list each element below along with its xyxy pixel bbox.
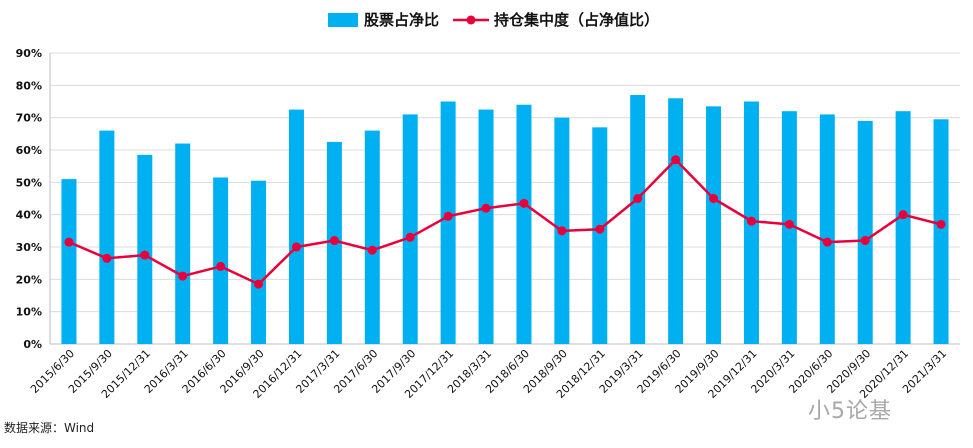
line-point <box>254 279 264 289</box>
line-point <box>557 226 567 236</box>
line-point <box>595 224 605 234</box>
line-point <box>709 194 719 203</box>
bar-series <box>61 95 949 345</box>
line-point <box>822 237 832 247</box>
y-tick-label: 50% <box>16 176 42 189</box>
data-source: 数据来源：Wind <box>4 421 95 435</box>
bar <box>706 106 722 344</box>
y-tick-label: 30% <box>16 241 42 254</box>
series-line <box>68 158 942 286</box>
y-tick-label: 80% <box>16 79 42 92</box>
bar <box>61 179 77 344</box>
bar <box>592 127 608 344</box>
line-point <box>178 271 188 281</box>
line-point <box>936 219 946 229</box>
line-point <box>898 210 908 220</box>
y-axis: 0% 10% 20% 30% 40% 50% 60% 70% 80% 90% <box>16 47 51 351</box>
line-point <box>633 194 643 203</box>
bar <box>478 109 494 344</box>
legend-label-bar: 股票占净比 <box>364 11 439 29</box>
legend-swatch-marker <box>466 15 476 25</box>
bar <box>516 104 532 344</box>
bar <box>819 114 835 344</box>
bar <box>137 154 153 344</box>
watermark: 小5论基 <box>808 399 892 424</box>
gridlines <box>50 52 960 345</box>
line-point <box>519 198 529 208</box>
bar <box>440 101 456 344</box>
bar <box>402 114 418 344</box>
bar <box>288 109 304 344</box>
line-point <box>367 245 377 255</box>
y-tick-label: 0% <box>23 338 42 351</box>
line-point <box>443 211 453 221</box>
line-series <box>64 155 946 289</box>
y-tick-label: 70% <box>16 112 42 125</box>
bar <box>213 177 229 344</box>
bar <box>630 95 646 345</box>
bar <box>364 130 380 344</box>
line-point <box>291 242 301 252</box>
line-point <box>64 237 74 247</box>
legend-swatch-bar <box>328 13 358 27</box>
line-point <box>329 236 339 246</box>
line-point <box>102 253 112 263</box>
bar <box>668 98 684 345</box>
line-point <box>481 203 491 213</box>
line-point <box>140 250 150 260</box>
bar <box>99 130 115 344</box>
line-point <box>860 236 870 246</box>
y-tick-label: 40% <box>16 209 42 222</box>
bar <box>857 120 873 345</box>
line-point <box>405 232 415 242</box>
line-point <box>671 155 681 165</box>
bar <box>175 143 191 344</box>
bar <box>895 111 911 344</box>
legend: 股票占净比 持仓集中度（占净值比） <box>328 11 659 29</box>
line-point <box>784 219 794 229</box>
bar <box>251 180 267 344</box>
line-point <box>746 216 756 226</box>
line-point <box>216 261 226 271</box>
y-tick-label: 60% <box>16 144 42 157</box>
y-tick-label: 20% <box>16 273 42 286</box>
y-tick-label: 10% <box>16 306 42 319</box>
legend-label-line: 持仓集中度（占净值比） <box>494 11 659 29</box>
bar <box>933 119 949 345</box>
y-tick-label: 90% <box>16 47 42 60</box>
